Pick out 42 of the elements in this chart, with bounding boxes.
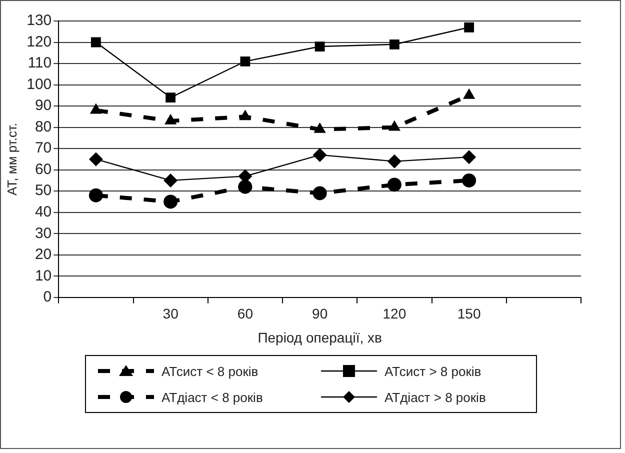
- y-axis-title: АТ, мм рт.ст.: [4, 122, 20, 196]
- y-tick-label: 10: [34, 267, 52, 284]
- point: [312, 186, 327, 200]
- y-tick-label: 100: [26, 76, 52, 93]
- point: [464, 22, 474, 32]
- point: [312, 148, 327, 162]
- x-axis-title: Період операції, хв: [258, 329, 382, 346]
- point: [462, 173, 476, 188]
- point: [314, 42, 325, 52]
- y-tick-label: 30: [34, 224, 52, 242]
- y-tick-label: 120: [26, 33, 52, 50]
- y-tick-label: 80: [34, 118, 52, 136]
- x-tick-label: 120: [382, 306, 406, 322]
- legend-label: АТсист < 8 років: [162, 364, 258, 378]
- point: [387, 178, 402, 192]
- x-tick-label: 90: [312, 306, 328, 322]
- point: [238, 180, 252, 194]
- x-tick-label: 150: [457, 306, 481, 322]
- y-tick-label: 40: [34, 203, 52, 220]
- y-tick-label: 50: [34, 182, 52, 200]
- legend-label: АТдіаст > 8 років: [384, 390, 486, 404]
- y-tick-label: 130: [26, 12, 52, 30]
- x-tick-label: 60: [237, 306, 254, 322]
- point: [164, 194, 178, 209]
- point: [164, 173, 178, 188]
- point: [240, 56, 250, 66]
- y-tick-label: 0: [43, 288, 52, 306]
- point: [389, 39, 400, 50]
- y-tick-label: 60: [34, 160, 52, 178]
- y-tick-label: 20: [34, 246, 52, 264]
- point: [90, 37, 101, 48]
- legend-label: АТсист > 8 років: [384, 364, 482, 378]
- y-tick-label: 70: [34, 140, 52, 157]
- point: [88, 188, 103, 202]
- point: [166, 92, 176, 102]
- point: [387, 154, 402, 168]
- x-tick-label: 30: [162, 306, 179, 322]
- y-tick-label: 90: [34, 97, 52, 114]
- point: [462, 150, 476, 164]
- y-tick-label: 110: [28, 54, 52, 72]
- legend-label: АТдіаст < 8 років: [162, 390, 263, 404]
- point: [88, 152, 103, 166]
